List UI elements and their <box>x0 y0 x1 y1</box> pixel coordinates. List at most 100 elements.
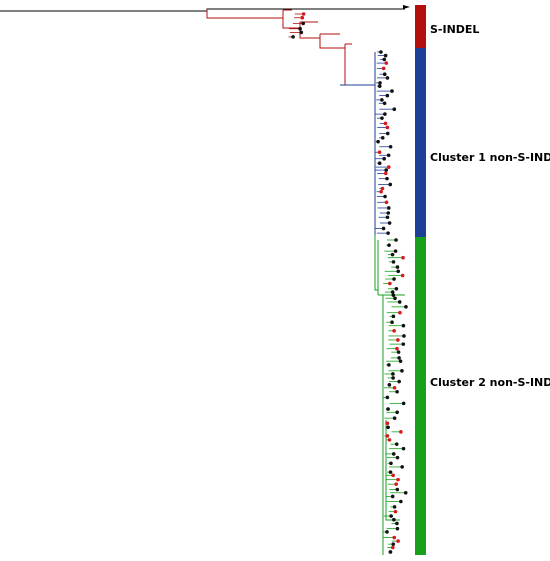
tip <box>391 545 395 550</box>
branches <box>0 5 410 555</box>
cluster-label: Cluster 2 non-S-INDEL <box>430 376 550 389</box>
tip <box>396 269 401 274</box>
tip <box>385 76 390 80</box>
tip <box>380 186 385 191</box>
tip <box>404 305 408 309</box>
tip <box>387 438 392 442</box>
tip <box>391 542 396 546</box>
tip <box>390 320 394 325</box>
tip <box>395 521 399 526</box>
tip <box>396 539 400 543</box>
tip <box>377 150 382 155</box>
tip <box>388 470 393 474</box>
tip <box>395 346 399 351</box>
tip <box>401 446 406 451</box>
s-indel-branches <box>206 9 352 85</box>
tip <box>385 434 390 438</box>
cluster-label: Cluster 1 non-S-INDEL <box>430 151 550 164</box>
tip <box>390 89 394 93</box>
tip <box>394 238 398 242</box>
tip <box>385 215 390 220</box>
tip <box>399 430 403 434</box>
tip <box>400 273 405 278</box>
tip <box>384 61 389 65</box>
tip <box>388 182 393 187</box>
tip <box>389 514 393 518</box>
cluster-bar <box>415 5 426 48</box>
tip <box>386 425 390 430</box>
tip <box>301 21 305 26</box>
tip <box>400 465 404 469</box>
tip <box>379 50 383 54</box>
tip <box>397 356 401 360</box>
cluster1-branches <box>340 52 376 235</box>
tip <box>391 314 396 319</box>
tip <box>394 482 398 486</box>
tip <box>390 290 395 294</box>
tip <box>382 72 387 77</box>
tip <box>385 93 390 98</box>
tip <box>387 221 392 225</box>
tip <box>402 334 406 338</box>
tip <box>385 395 390 400</box>
tip <box>385 125 390 130</box>
tip <box>379 189 383 194</box>
tip <box>386 231 390 235</box>
tip <box>380 116 384 120</box>
tip <box>382 57 387 62</box>
tip <box>301 12 306 16</box>
tip <box>395 389 399 394</box>
tip <box>390 494 395 499</box>
tip <box>383 121 388 126</box>
tip <box>391 260 396 264</box>
tip <box>396 338 400 342</box>
tip <box>387 243 391 247</box>
tip <box>391 473 395 478</box>
tip <box>392 386 397 390</box>
tip <box>298 26 302 31</box>
tip <box>392 535 397 540</box>
tip <box>395 410 399 415</box>
tip <box>383 194 387 199</box>
tip <box>403 490 408 495</box>
tip <box>395 265 400 269</box>
tip <box>385 131 390 136</box>
tip <box>392 416 397 420</box>
tip <box>378 81 382 85</box>
tip <box>396 477 400 482</box>
tip <box>387 363 391 367</box>
tip <box>401 255 405 260</box>
tip <box>388 144 393 149</box>
tip <box>382 156 386 161</box>
tip <box>395 455 400 460</box>
root-branch <box>0 8 405 12</box>
tip <box>383 112 387 116</box>
tip <box>401 323 406 328</box>
tip <box>377 84 382 88</box>
cluster-label: S-INDEL <box>430 23 479 36</box>
tip <box>391 452 396 456</box>
tip <box>376 139 380 144</box>
tip <box>380 136 385 140</box>
tip <box>377 161 382 165</box>
tip <box>385 176 389 181</box>
tip <box>383 53 388 58</box>
tip <box>384 168 388 172</box>
tip <box>388 281 392 286</box>
tip <box>397 300 402 304</box>
tip <box>390 252 395 257</box>
tip <box>384 200 389 205</box>
tip <box>399 499 403 504</box>
tip <box>386 165 391 169</box>
tip <box>396 350 401 354</box>
tip <box>386 153 391 158</box>
tip <box>389 461 393 466</box>
tip <box>291 35 295 39</box>
tip <box>391 372 395 376</box>
tip <box>386 211 391 215</box>
tip <box>398 359 403 363</box>
tip <box>388 550 393 554</box>
tip <box>392 277 396 281</box>
tip <box>394 286 399 291</box>
tip <box>392 107 397 111</box>
